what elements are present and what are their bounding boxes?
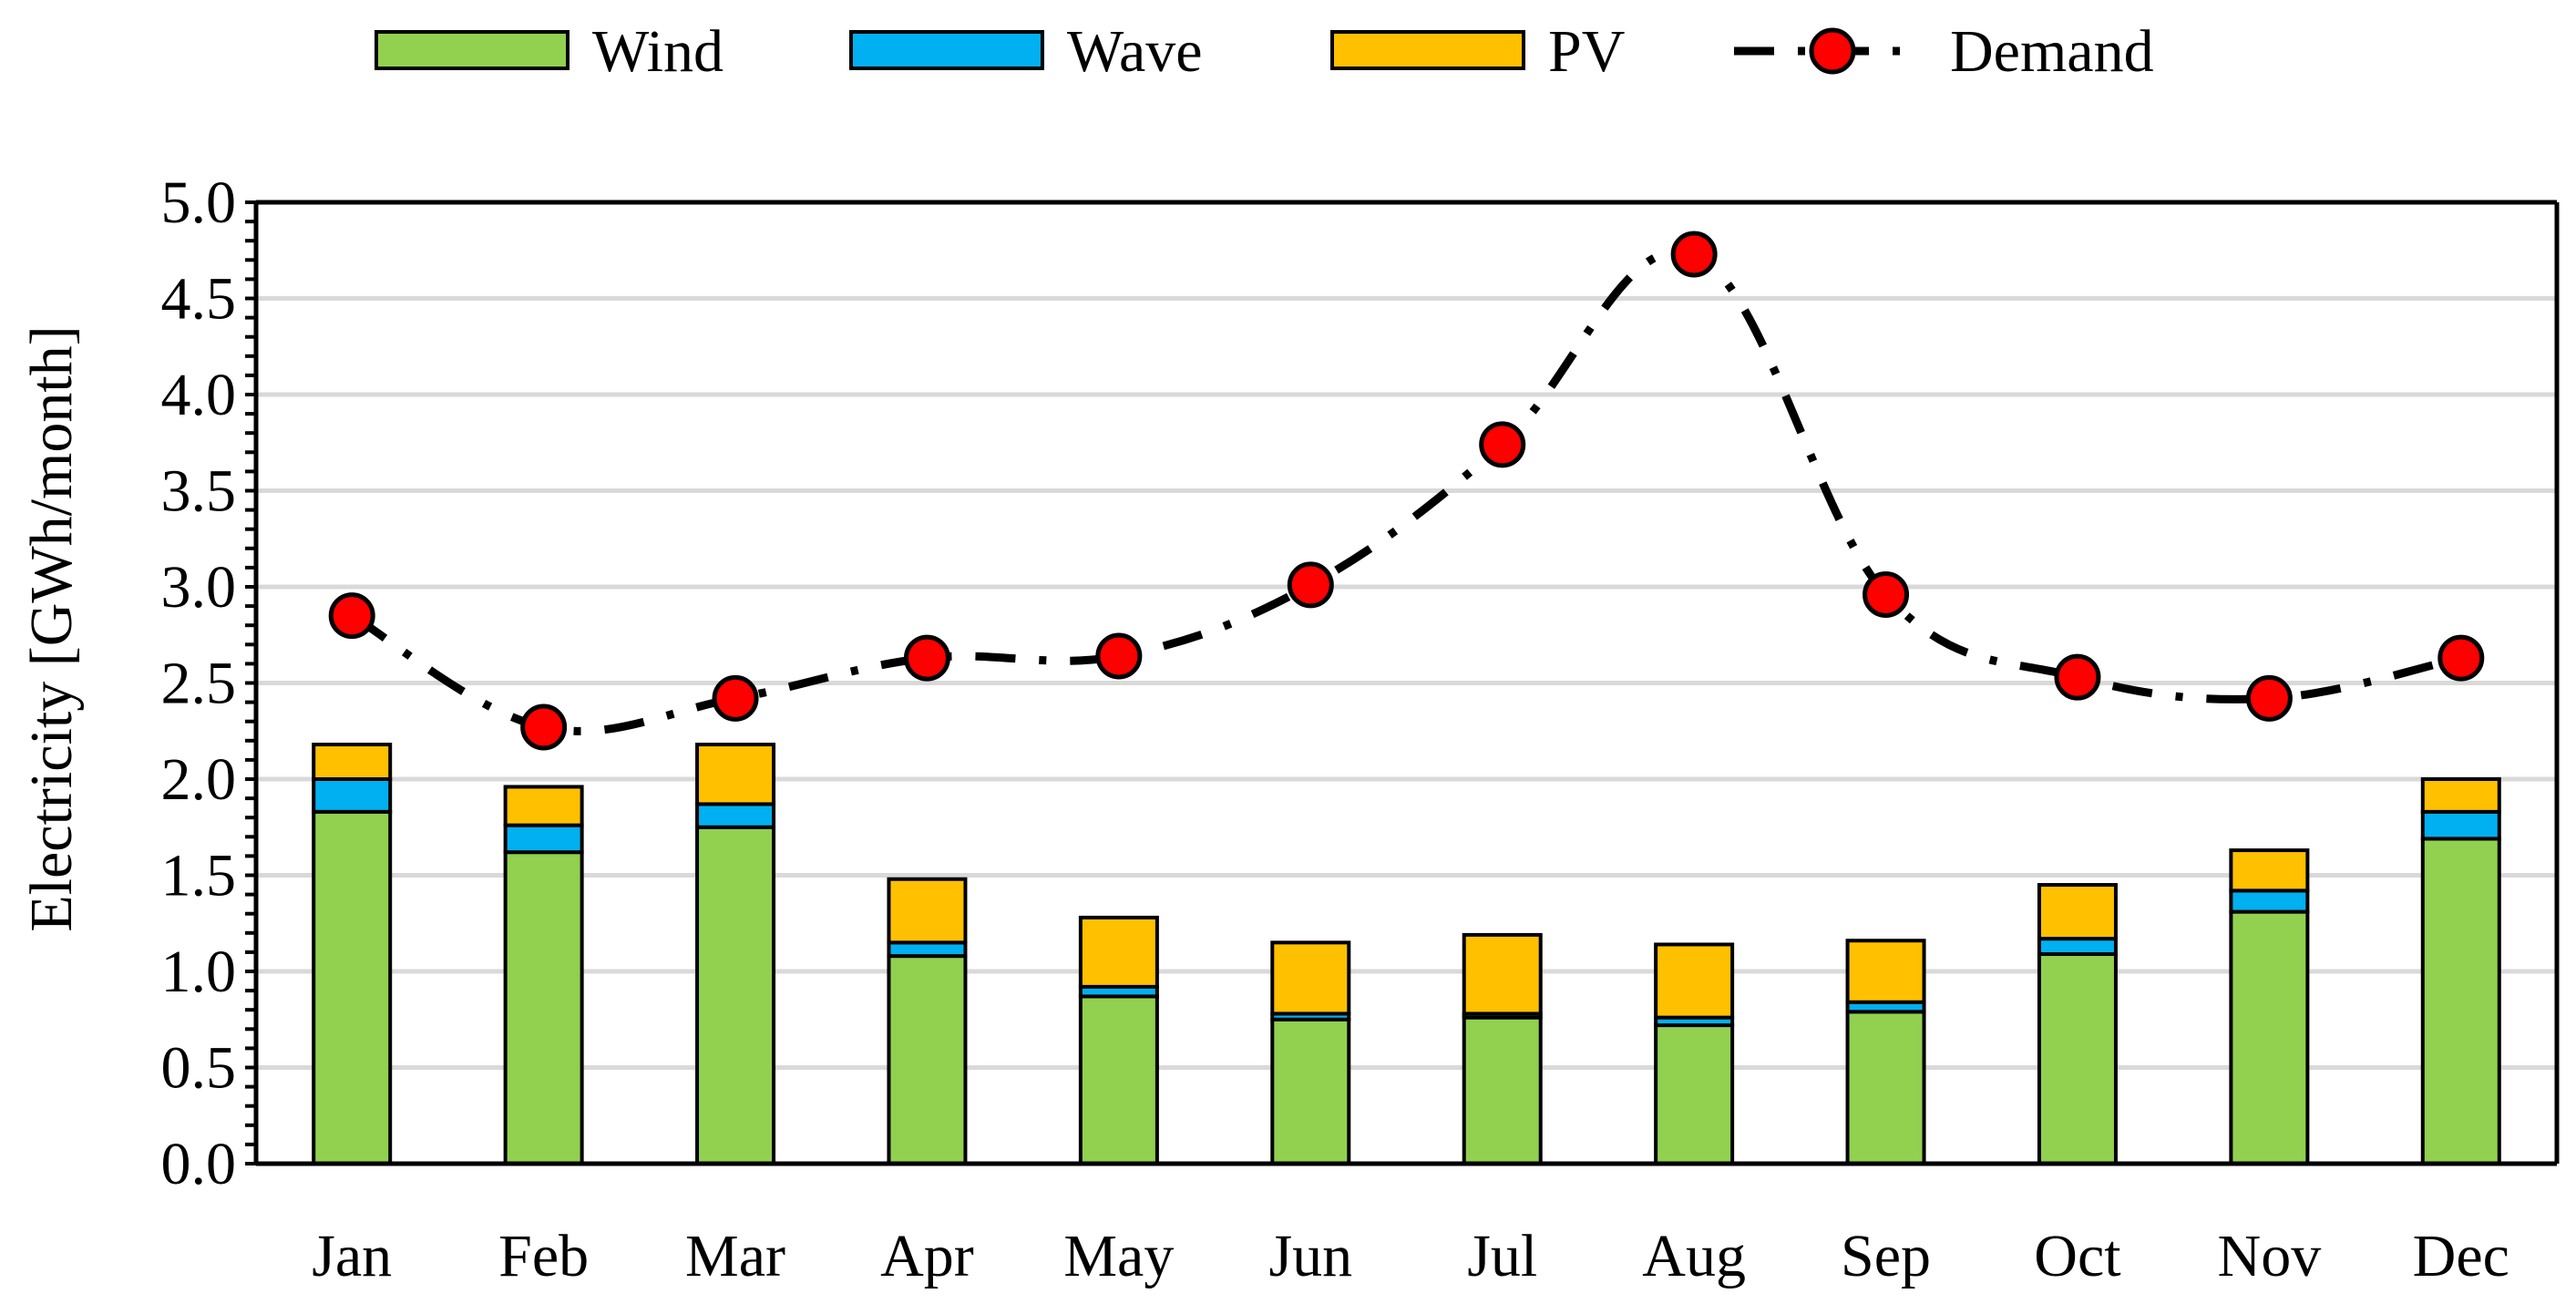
x-tick-label-mar: Mar — [685, 1223, 785, 1289]
demand-point-mar — [712, 674, 759, 722]
bar-wind-mar — [695, 825, 776, 1165]
bar-wind-jul — [1462, 1015, 1543, 1166]
bar-pv-apr — [887, 877, 968, 945]
bar-wind-may — [1078, 994, 1159, 1166]
bar-pv-mar — [695, 743, 776, 806]
bar-wind-jan — [312, 809, 393, 1165]
x-tick-label-apr: Apr — [880, 1223, 974, 1289]
bar-wind-oct — [2037, 952, 2118, 1166]
bar-wind-apr — [887, 954, 968, 1165]
x-tick-labels: Jan Feb Mar Apr May Jun Jul Aug Sep Oct Nov Dec — [312, 1223, 2509, 1289]
legend-marker-demand — [1809, 27, 1856, 75]
y-tick-label: 4.5 — [161, 266, 237, 333]
bar-wave-nov — [2229, 888, 2310, 914]
demand-point-sep — [1863, 570, 1910, 618]
x-tick-label-may: May — [1063, 1223, 1174, 1289]
legend-label-pv: PV — [1548, 18, 1625, 85]
bar-pv-dec — [2420, 777, 2501, 814]
demand-point-nov — [2245, 674, 2293, 722]
x-tick-label-jan: Jan — [312, 1223, 392, 1289]
x-tick-label-feb: Feb — [498, 1223, 589, 1289]
bar-wind-feb — [503, 850, 584, 1165]
y-tick-labels: 0.0 0.5 1.0 1.5 2.0 2.5 3.0 3.5 4.0 4.5 5.0 — [161, 169, 237, 1197]
y-tick-label: 3.0 — [161, 554, 237, 621]
y-tick-label: 1.5 — [161, 843, 237, 909]
x-tick-label-aug: Aug — [1642, 1223, 1746, 1289]
demand-point-apr — [903, 634, 950, 682]
legend-swatch-wave — [849, 30, 1044, 70]
bar-pv-aug — [1654, 942, 1735, 1020]
y-axis-title: Electricity [GWh/month] — [18, 325, 85, 931]
demand-line-series — [328, 231, 2485, 751]
bar-pv-may — [1078, 915, 1159, 989]
y-tick-label: 1.0 — [161, 939, 237, 1005]
y-tick-label: 3.5 — [161, 458, 237, 525]
legend: Wind Wave PV Demand — [375, 18, 2154, 85]
bar-wave-mar — [695, 802, 776, 829]
bar-wind-dec — [2420, 837, 2501, 1165]
demand-point-jul — [1479, 421, 1526, 468]
legend-label-demand: Demand — [1950, 18, 2154, 85]
demand-point-jan — [328, 592, 375, 640]
demand-point-feb — [520, 703, 568, 751]
demand-point-may — [1095, 632, 1143, 680]
legend-swatch-wind — [375, 30, 570, 70]
x-tick-label-sep: Sep — [1841, 1223, 1931, 1289]
minor-ticks — [245, 200, 256, 1165]
bar-pv-jan — [312, 743, 393, 782]
demand-point-aug — [1670, 231, 1718, 278]
bar-series — [312, 743, 2501, 1166]
y-tick-label: 2.5 — [161, 651, 237, 717]
y-tick-label: 2.0 — [161, 746, 237, 813]
demand-point-oct — [2054, 653, 2101, 701]
x-tick-label-jul: Jul — [1467, 1223, 1537, 1289]
x-tick-label-jun: Jun — [1268, 1223, 1352, 1289]
legend-label-wave: Wave — [1067, 18, 1203, 85]
bar-pv-feb — [503, 785, 584, 827]
legend-swatch-pv — [1330, 30, 1525, 70]
bar-pv-jul — [1462, 932, 1543, 1016]
bar-pv-sep — [1845, 939, 1926, 1004]
bar-wave-oct — [2037, 937, 2118, 957]
bar-wind-jun — [1270, 1017, 1351, 1165]
bar-pv-oct — [2037, 883, 2118, 941]
bar-pv-nov — [2229, 848, 2310, 893]
demand-point-jun — [1287, 561, 1334, 609]
bar-wave-feb — [503, 823, 584, 855]
bar-wave-jan — [312, 777, 393, 814]
y-tick-label: 0.5 — [161, 1035, 237, 1102]
x-tick-label-oct: Oct — [2034, 1223, 2120, 1289]
legend-label-wind: Wind — [592, 18, 724, 85]
y-tick-label: 4.0 — [161, 362, 237, 428]
bar-wind-nov — [2229, 909, 2310, 1166]
bar-wind-aug — [1654, 1023, 1735, 1165]
bar-wind-sep — [1845, 1010, 1926, 1166]
bar-wave-dec — [2420, 809, 2501, 841]
gridlines — [256, 200, 2557, 1070]
bar-wave-apr — [887, 940, 968, 959]
x-tick-label-nov: Nov — [2218, 1223, 2322, 1289]
x-tick-label-dec: Dec — [2413, 1223, 2509, 1289]
y-tick-label: 0.0 — [161, 1131, 237, 1197]
y-tick-label: 5.0 — [161, 169, 237, 236]
demand-point-dec — [2437, 634, 2485, 682]
bar-pv-jun — [1270, 940, 1351, 1016]
